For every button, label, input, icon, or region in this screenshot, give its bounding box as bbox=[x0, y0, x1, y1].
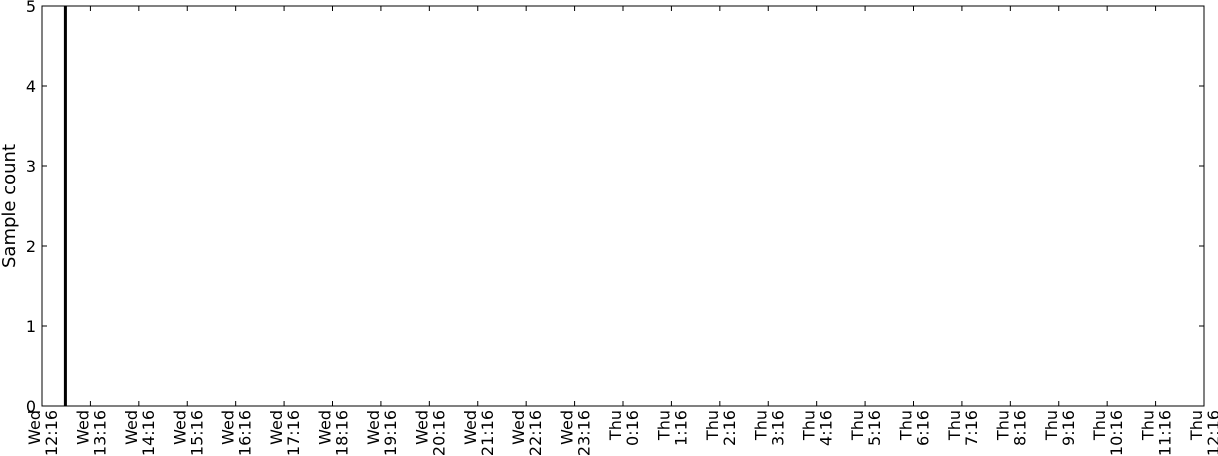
x-tick-label: Wed17:16 bbox=[267, 410, 303, 456]
svg-text:Thu4:16: Thu4:16 bbox=[800, 410, 836, 446]
svg-text:Wed21:16: Wed21:16 bbox=[461, 410, 497, 456]
svg-text:Wed12:16: Wed12:16 bbox=[25, 410, 61, 456]
svg-text:Thu8:16: Thu8:16 bbox=[993, 410, 1029, 446]
svg-text:Wed16:16: Wed16:16 bbox=[219, 410, 255, 456]
y-tick-label: 0 bbox=[26, 397, 36, 416]
x-tick-label: Thu11:16 bbox=[1139, 410, 1175, 456]
y-axis-label: Sample count bbox=[0, 144, 20, 268]
svg-text:Wed19:16: Wed19:16 bbox=[364, 410, 400, 456]
svg-text:Wed18:16: Wed18:16 bbox=[316, 410, 352, 456]
x-tick-label: Wed16:16 bbox=[219, 410, 255, 456]
svg-text:Thu5:16: Thu5:16 bbox=[848, 410, 884, 446]
svg-text:Wed23:16: Wed23:16 bbox=[558, 410, 594, 456]
svg-text:Thu7:16: Thu7:16 bbox=[945, 410, 981, 446]
x-tick-label: Wed15:16 bbox=[170, 410, 206, 456]
y-axis-ticks: 0 1 2 3 4 5 bbox=[26, 0, 1204, 416]
svg-text:Wed13:16: Wed13:16 bbox=[73, 410, 109, 456]
svg-text:Thu9:16: Thu9:16 bbox=[1042, 410, 1078, 446]
bars-group bbox=[63, 6, 67, 406]
x-tick-label: Wed20:16 bbox=[412, 410, 448, 456]
bar-0 bbox=[63, 6, 67, 406]
svg-text:Wed17:16: Wed17:16 bbox=[267, 410, 303, 456]
x-tick-label: Wed23:16 bbox=[558, 410, 594, 456]
x-tick-label: Thu1:16 bbox=[654, 410, 690, 446]
y-tick-label: 4 bbox=[26, 77, 36, 96]
svg-text:Thu0:16: Thu0:16 bbox=[606, 410, 642, 446]
x-tick-label: Wed21:16 bbox=[461, 410, 497, 456]
x-tick-label: Wed22:16 bbox=[509, 410, 545, 456]
x-tick-label: Thu6:16 bbox=[897, 410, 933, 446]
x-tick-label: Wed18:16 bbox=[316, 410, 352, 456]
y-tick-label: 1 bbox=[26, 317, 36, 336]
x-tick-label: Wed12:16 bbox=[25, 410, 61, 456]
plot-frame bbox=[41, 5, 1205, 407]
svg-text:Wed22:16: Wed22:16 bbox=[509, 410, 545, 456]
x-tick-label: Thu8:16 bbox=[993, 410, 1029, 446]
x-tick-label: Thu9:16 bbox=[1042, 410, 1078, 446]
y-tick-label: 5 bbox=[26, 0, 36, 16]
svg-text:Thu3:16: Thu3:16 bbox=[751, 410, 787, 446]
plot-area bbox=[41, 5, 1205, 407]
svg-text:Thu6:16: Thu6:16 bbox=[897, 410, 933, 446]
x-tick-label: Wed19:16 bbox=[364, 410, 400, 456]
svg-text:Wed20:16: Wed20:16 bbox=[412, 410, 448, 456]
x-tick-label: Thu4:16 bbox=[800, 410, 836, 446]
svg-text:Thu10:16: Thu10:16 bbox=[1090, 410, 1126, 456]
x-tick-label: Thu0:16 bbox=[606, 410, 642, 446]
x-axis-ticks: Wed12:16 Wed13:16 Wed14:16 Wed15:16 Wed16:16… bbox=[25, 6, 1218, 456]
x-tick-label: Thu7:16 bbox=[945, 410, 981, 446]
x-tick-label: Wed14:16 bbox=[122, 410, 158, 456]
svg-text:Thu12:16: Thu12:16 bbox=[1187, 410, 1218, 456]
svg-text:Thu2:16: Thu2:16 bbox=[703, 410, 739, 446]
y-tick-label: 3 bbox=[26, 157, 36, 176]
x-tick-label: Wed13:16 bbox=[73, 410, 109, 456]
x-tick-label: Thu12:16 bbox=[1187, 410, 1218, 456]
x-tick-label: Thu2:16 bbox=[703, 410, 739, 446]
x-tick-label: Thu5:16 bbox=[848, 410, 884, 446]
svg-text:Thu1:16: Thu1:16 bbox=[654, 410, 690, 446]
svg-text:Wed14:16: Wed14:16 bbox=[122, 410, 158, 456]
y-tick-label: 2 bbox=[26, 237, 36, 256]
x-tick-label: Thu3:16 bbox=[751, 410, 787, 446]
x-tick-label: Thu10:16 bbox=[1090, 410, 1126, 456]
svg-text:Thu11:16: Thu11:16 bbox=[1139, 410, 1175, 456]
svg-text:Wed15:16: Wed15:16 bbox=[170, 410, 206, 456]
